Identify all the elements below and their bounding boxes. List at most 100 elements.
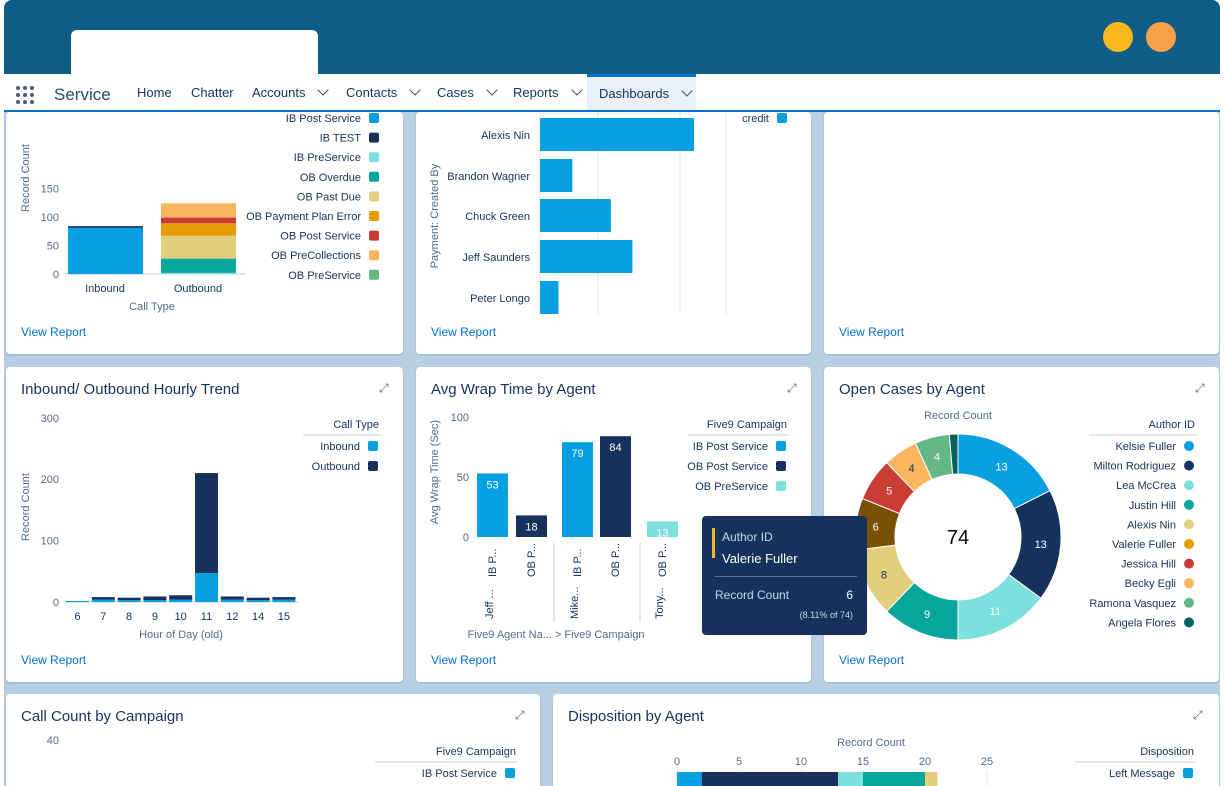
y-tick: 50 <box>457 472 469 484</box>
legend-item-label: Lea McCrea <box>1116 480 1177 492</box>
chart-bar[interactable] <box>143 596 167 601</box>
view-report-link[interactable]: View Report <box>431 325 497 339</box>
nav-item-home[interactable]: Home <box>137 84 172 100</box>
chart-bar[interactable] <box>540 240 633 273</box>
chart-bar[interactable] <box>169 595 193 600</box>
chart-bar[interactable] <box>220 599 244 602</box>
maximize-dot[interactable] <box>1146 22 1176 52</box>
legend-item-label: OB Payment Plan Error <box>246 211 361 223</box>
chart-bar[interactable] <box>117 597 141 601</box>
chart-bar[interactable] <box>701 772 839 786</box>
y-tick: Peter Longo <box>470 293 530 305</box>
chart-bar[interactable] <box>195 473 218 574</box>
slice-label: 4 <box>934 452 940 464</box>
nav-item-reports[interactable]: Reports <box>513 74 583 110</box>
chart-bar[interactable] <box>562 442 593 537</box>
card-hourly-trend: Inbound/ Outbound Hourly Trend ⤢ 0 100 200… <box>6 367 403 682</box>
legend-swatch <box>369 171 379 182</box>
expand-icon[interactable]: ⤢ <box>1193 708 1203 722</box>
data-label: 79 <box>571 448 583 460</box>
chart-bar[interactable] <box>161 235 236 259</box>
expand-icon[interactable]: ⤢ <box>1195 381 1205 395</box>
donut-total: 74 <box>947 527 969 549</box>
donut-slice[interactable] <box>948 433 959 475</box>
chart-bar[interactable] <box>540 118 694 151</box>
view-report-link[interactable]: View Report <box>21 653 87 667</box>
minimize-dot[interactable] <box>1103 22 1133 52</box>
legend-swatch <box>369 113 379 123</box>
chart-bar[interactable] <box>161 203 236 218</box>
app-launcher-icon[interactable] <box>16 86 34 104</box>
chart-bar[interactable] <box>161 223 236 236</box>
slice-label: 4 <box>908 463 914 475</box>
chart-bar[interactable] <box>540 159 573 192</box>
y-tick: 100 <box>41 536 59 548</box>
legend-item-label: Justin Hill <box>1129 500 1176 512</box>
chart-bar[interactable] <box>220 596 244 600</box>
chart-bar[interactable] <box>161 272 236 274</box>
nav-item-contacts[interactable]: Contacts <box>346 74 421 110</box>
chart-bar[interactable] <box>477 473 508 537</box>
chart-bar[interactable] <box>925 772 938 786</box>
nav-item-chatter[interactable]: Chatter <box>191 84 234 100</box>
chart-bar[interactable] <box>91 599 115 602</box>
chart-bar[interactable] <box>169 599 193 602</box>
chart-bar[interactable] <box>161 258 236 273</box>
data-label: 84 <box>609 442 621 454</box>
view-report-link[interactable]: View Report <box>839 653 905 667</box>
x-tick: 6 <box>74 611 80 623</box>
expand-icon[interactable]: ⤢ <box>379 381 389 395</box>
nav-item-cases[interactable]: Cases <box>437 74 498 110</box>
chevron-down-icon[interactable] <box>570 83 583 96</box>
chart-bar[interactable] <box>117 600 141 602</box>
legend-item-label: Left Message <box>1109 768 1175 780</box>
y-tick: 0 <box>53 269 59 281</box>
chart-bar[interactable] <box>91 597 115 600</box>
chart-bar[interactable] <box>863 772 925 786</box>
chart-bar[interactable] <box>66 601 89 602</box>
browser-tab[interactable] <box>71 30 318 74</box>
expand-icon[interactable]: ⤢ <box>515 708 525 722</box>
view-report-link[interactable]: View Report <box>21 325 87 339</box>
x-tick: 11 <box>201 611 212 623</box>
x-axis-title: Call Type <box>129 301 175 313</box>
chart-bar[interactable] <box>838 772 863 786</box>
group-label: Jeff ... <box>484 589 496 619</box>
chart-bar[interactable] <box>647 521 678 537</box>
chart-bar[interactable] <box>540 199 611 232</box>
nav-item-accounts[interactable]: Accounts <box>252 74 330 110</box>
chart-bar[interactable] <box>246 597 270 601</box>
chart-bar[interactable] <box>246 600 270 602</box>
chart-bar[interactable] <box>677 772 702 786</box>
chart-bar[interactable] <box>272 597 296 600</box>
expand-icon[interactable]: ⤢ <box>787 381 797 395</box>
nav-item-dashboards[interactable]: Dashboards <box>587 74 696 110</box>
y-tick: 0 <box>53 597 59 609</box>
legend-item-label: IB Post Service <box>422 768 497 780</box>
legend-item-label: OB Past Due <box>297 191 361 203</box>
chart-bar[interactable] <box>68 226 143 228</box>
legend-item-label: IB Post Service <box>286 113 361 125</box>
chart-bar[interactable] <box>68 227 143 274</box>
chevron-down-icon[interactable] <box>409 83 421 96</box>
view-report-link[interactable]: View Report <box>839 325 905 339</box>
view-report-link[interactable]: View Report <box>431 653 497 667</box>
chevron-down-icon[interactable] <box>681 85 693 97</box>
chevron-down-icon[interactable] <box>486 83 498 96</box>
chart-bar[interactable] <box>540 281 559 314</box>
chart-bar[interactable] <box>272 599 296 602</box>
chart-bar[interactable] <box>195 573 218 602</box>
legend-swatch <box>505 768 515 778</box>
chart-bar[interactable] <box>600 436 631 537</box>
slice-label: 9 <box>924 609 930 621</box>
chart-bar[interactable] <box>161 217 236 224</box>
y-tick: Jeff Saunders <box>462 252 530 264</box>
legend-title: Call Type <box>333 419 379 431</box>
legend-item-label: Milton Rodriguez <box>1093 461 1176 473</box>
legend-swatch <box>1184 597 1194 608</box>
legend-item-label: Valerie Fuller <box>1112 539 1176 551</box>
chart-bar[interactable] <box>516 515 547 537</box>
chart-bar[interactable] <box>143 600 167 602</box>
x-axis-title: Hour of Day (old) <box>139 629 223 641</box>
chevron-down-icon[interactable] <box>317 83 330 96</box>
